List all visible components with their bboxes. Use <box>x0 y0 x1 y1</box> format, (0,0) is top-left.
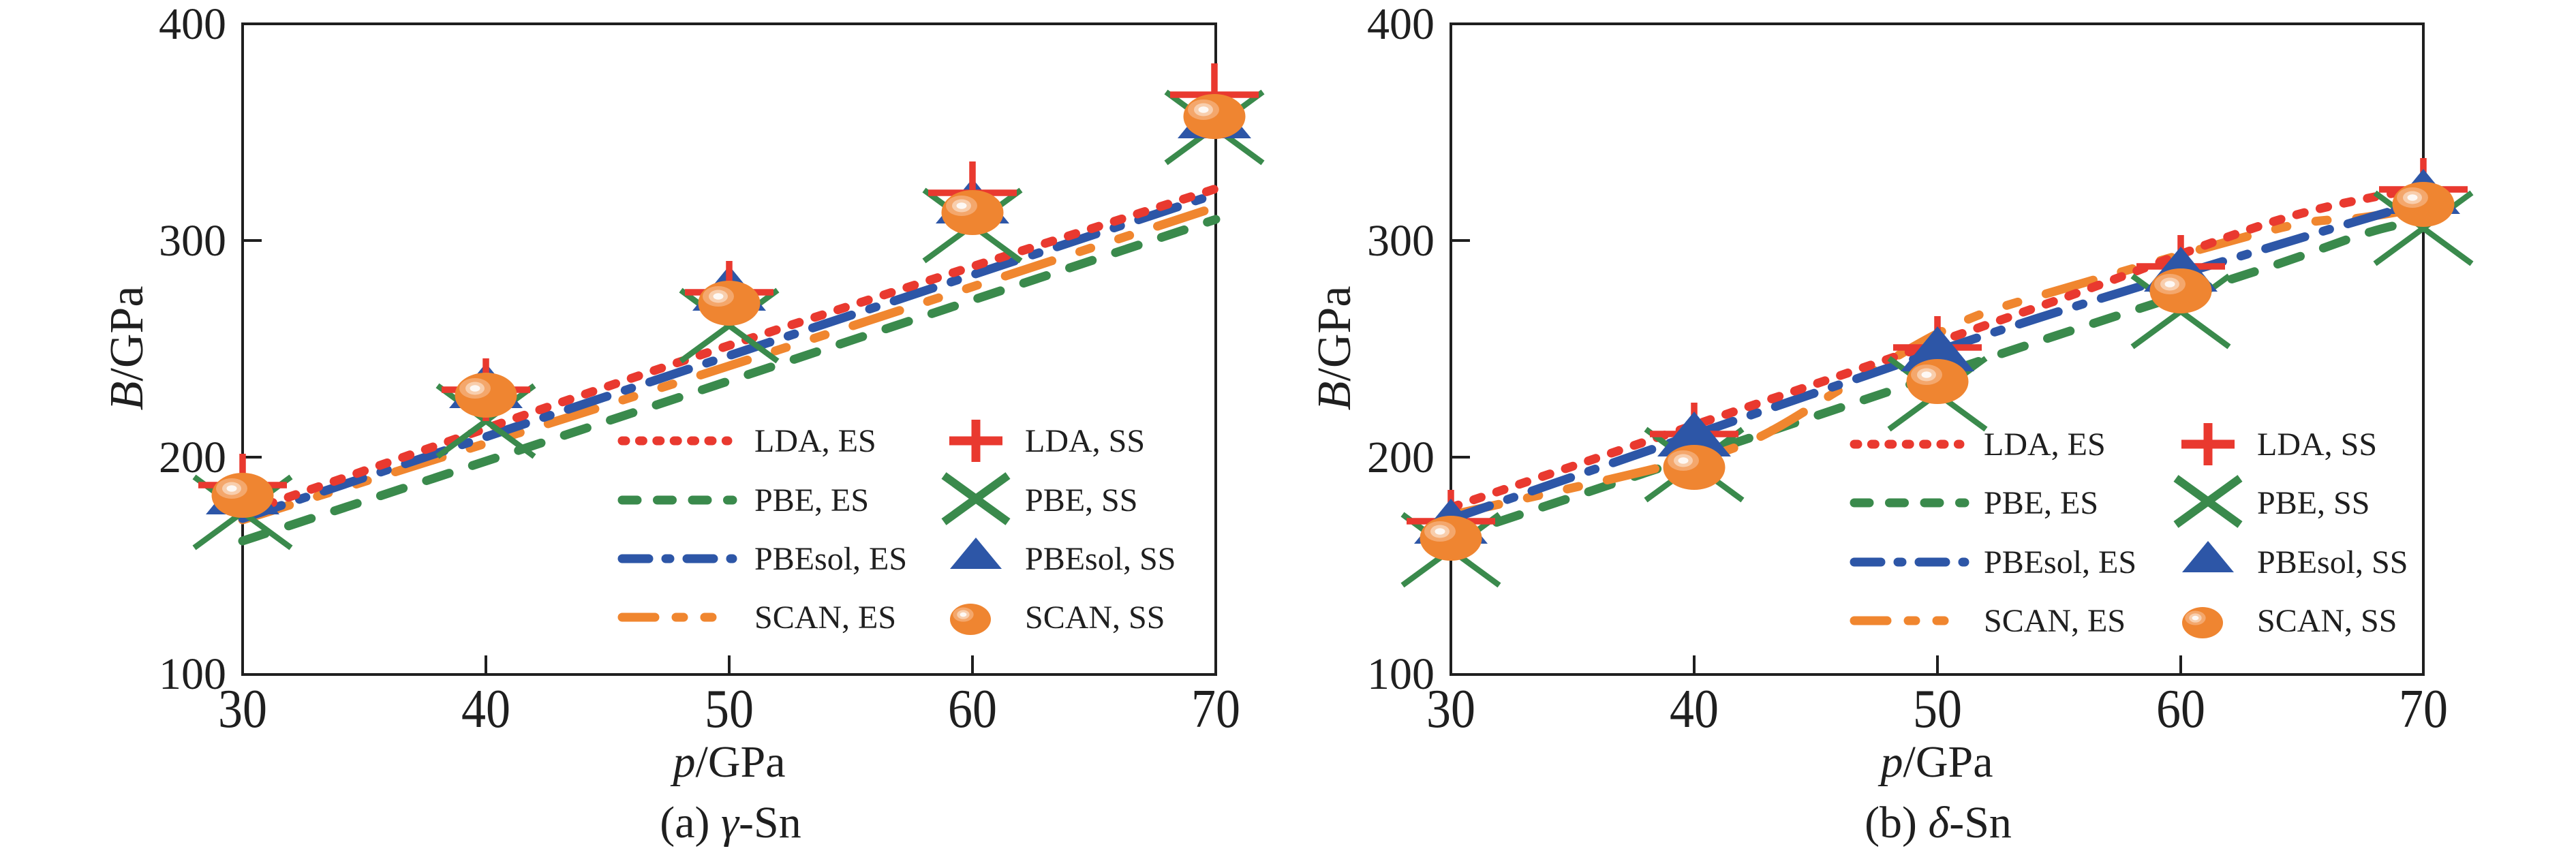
svg-text:60: 60 <box>2156 679 2205 739</box>
svg-text:B/GPa: B/GPa <box>1308 286 1361 411</box>
svg-text:PBE, ES: PBE, ES <box>754 482 869 518</box>
svg-text:(b) δ-Sn: (b) δ-Sn <box>1865 798 2012 848</box>
svg-text:LDA, SS: LDA, SS <box>2257 427 2377 463</box>
svg-text:SCAN, ES: SCAN, ES <box>1984 603 2126 639</box>
svg-text:PBE, SS: PBE, SS <box>2257 485 2370 521</box>
svg-text:60: 60 <box>948 679 997 739</box>
svg-text:PBEsol, SS: PBEsol, SS <box>2257 544 2408 580</box>
svg-text:SCAN, SS: SCAN, SS <box>2257 603 2397 639</box>
svg-text:100: 100 <box>1367 649 1435 699</box>
svg-text:(a) γ-Sn: (a) γ-Sn <box>660 798 801 848</box>
svg-text:PBEsol, ES: PBEsol, ES <box>754 541 907 577</box>
svg-text:30: 30 <box>218 679 267 739</box>
svg-text:PBEsol, SS: PBEsol, SS <box>1025 541 1176 577</box>
svg-text:100: 100 <box>159 649 226 699</box>
svg-text:400: 400 <box>1367 0 1435 49</box>
svg-text:40: 40 <box>1670 679 1719 739</box>
svg-text:70: 70 <box>2399 679 2448 739</box>
svg-text:SCAN, SS: SCAN, SS <box>1025 600 1165 636</box>
svg-text:p/GPa: p/GPa <box>671 737 786 787</box>
svg-text:LDA, ES: LDA, ES <box>754 423 876 459</box>
svg-text:LDA, SS: LDA, SS <box>1025 423 1145 459</box>
svg-text:30: 30 <box>1426 679 1475 739</box>
svg-text:50: 50 <box>705 679 754 739</box>
svg-text:PBE, ES: PBE, ES <box>1984 485 2098 521</box>
svg-text:400: 400 <box>159 0 226 49</box>
svg-text:40: 40 <box>461 679 510 739</box>
svg-text:PBEsol, ES: PBEsol, ES <box>1984 544 2136 580</box>
svg-text:LDA, ES: LDA, ES <box>1984 427 2106 463</box>
svg-text:300: 300 <box>159 216 226 266</box>
svg-text:200: 200 <box>1367 433 1435 482</box>
svg-text:B/GPa: B/GPa <box>101 286 153 411</box>
svg-text:SCAN, ES: SCAN, ES <box>754 600 896 636</box>
svg-text:p/GPa: p/GPa <box>1878 737 1993 787</box>
svg-text:PBE, SS: PBE, SS <box>1025 482 1137 518</box>
svg-text:70: 70 <box>1191 679 1240 739</box>
svg-text:50: 50 <box>1913 679 1962 739</box>
svg-text:300: 300 <box>1367 216 1435 266</box>
svg-text:200: 200 <box>159 433 226 482</box>
